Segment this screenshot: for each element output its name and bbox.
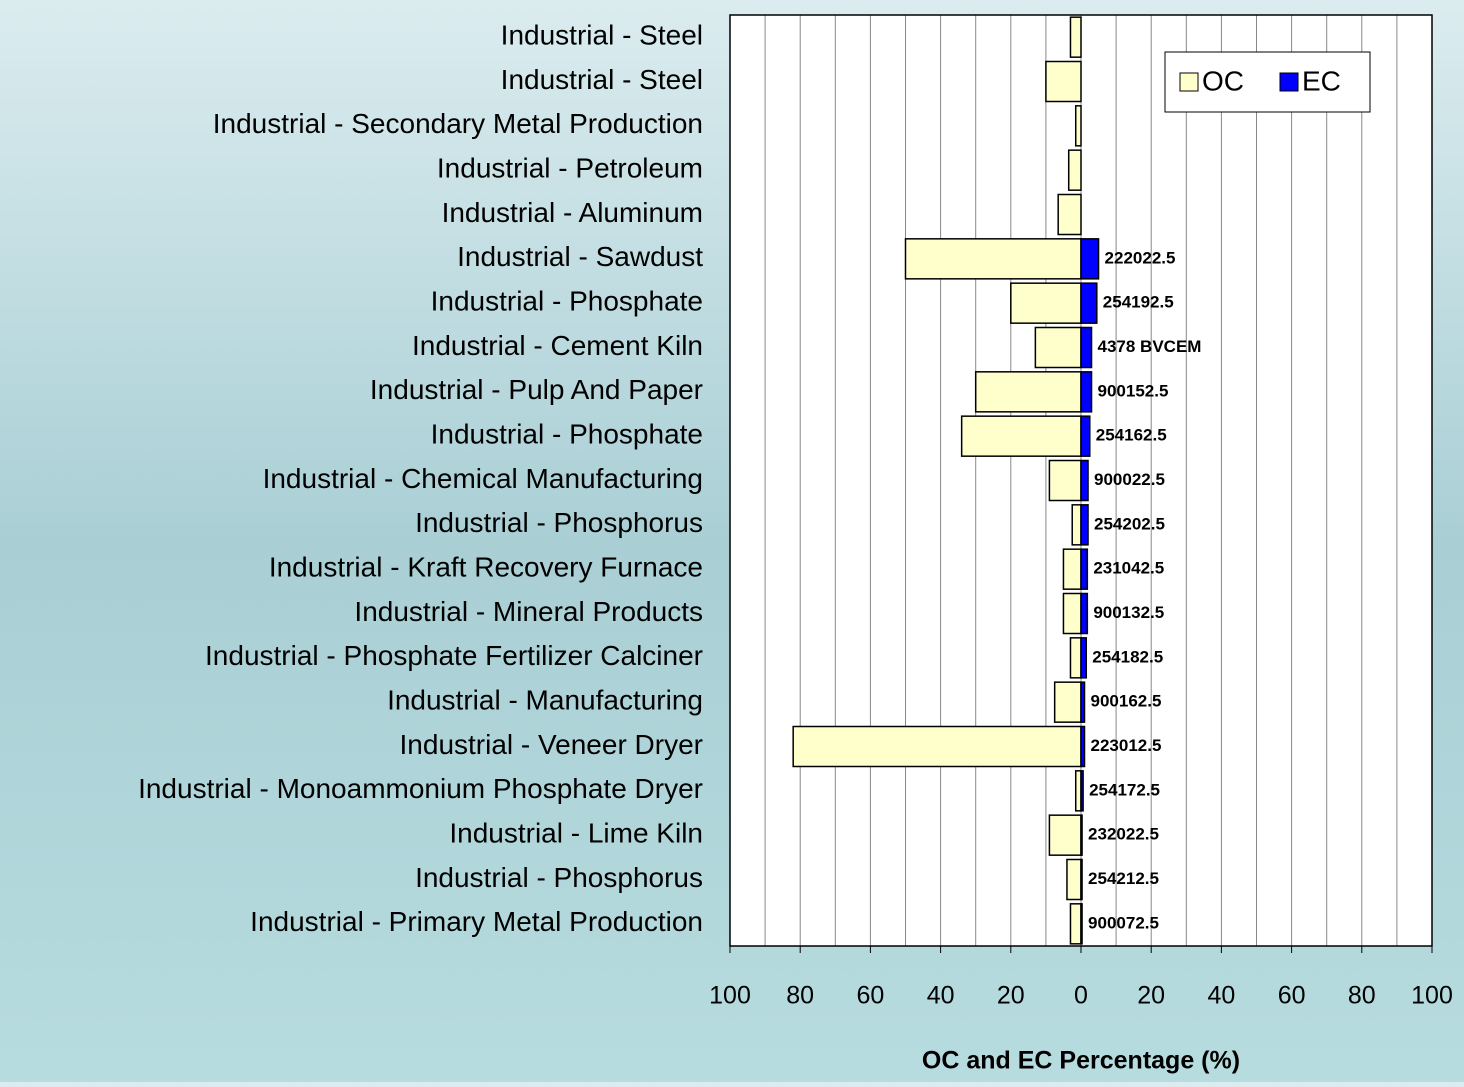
bar [1034,326,1082,369]
bar [1080,681,1086,723]
y-tick-label: Industrial - Kraft Recovery Furnace [269,552,703,583]
bar-annotation: 900152.5 [1098,381,1169,400]
bar [1080,282,1098,324]
bar-annotation: 254162.5 [1096,426,1167,445]
y-tick-label: Industrial - Primary Metal Production [250,906,703,937]
bar [1080,238,1100,280]
bar [1080,770,1084,812]
bar [1080,858,1083,901]
bar [1062,548,1082,590]
y-tick-label: Industrial - Monoammonium Phosphate Drye… [138,773,703,804]
bar [1074,105,1082,147]
bar-annotation: 223012.5 [1091,736,1162,755]
bar [1048,814,1082,856]
y-tick-label: Industrial - Veneer Dryer [400,729,703,760]
y-tick-label: Industrial - Petroleum [437,153,703,184]
x-tick-label: 80 [786,982,814,1010]
y-tick-label: Industrial - Secondary Metal Production [213,108,703,139]
bar [960,415,1082,457]
bar [1080,459,1089,502]
x-tick-label: 100 [709,982,751,1010]
bar-annotation: 900022.5 [1094,470,1165,489]
bar [1057,193,1082,236]
y-tick-label: Industrial - Phosphorus [415,862,703,893]
y-tick-label: Industrial - Sawdust [457,241,703,272]
bar [1080,637,1088,679]
bar-annotation: 254202.5 [1094,514,1165,533]
bar-annotation: 254182.5 [1092,647,1163,666]
bar [792,725,1082,768]
bar [1080,903,1083,945]
x-tick-label: 20 [997,982,1025,1010]
x-tick-label: 100 [1411,982,1453,1010]
bar [904,238,1082,280]
bar [1080,814,1083,856]
bar [1045,60,1082,103]
bar [1069,16,1082,58]
bar-annotation: 900162.5 [1091,692,1162,711]
bar [1080,371,1093,413]
y-tick-label: Industrial - Lime Kiln [449,818,703,849]
y-tick-label: Industrial - Phosphate [431,286,703,317]
bar-annotation: 900072.5 [1088,913,1159,932]
bar [1053,681,1082,723]
y-tick-label: Industrial - Aluminum [442,197,703,228]
bar-annotation: 4378 BVCEM [1098,337,1202,356]
plot-frame [729,14,1433,947]
bar-annotation: 231042.5 [1093,559,1164,578]
x-tick-label: 60 [856,982,884,1010]
bar-annotation: 222022.5 [1105,248,1176,267]
bar [1069,903,1082,945]
x-tick-label: 80 [1348,982,1376,1010]
bar [1080,592,1089,635]
bar [1080,504,1089,546]
bar-annotation: 232022.5 [1088,825,1159,844]
legend-label: OC [1202,65,1244,96]
bar [974,371,1082,413]
y-tick-label: Industrial - Cement Kiln [412,330,703,361]
bar [1066,858,1082,901]
y-tick-label: Industrial - Manufacturing [387,685,703,716]
y-tick-label: Industrial - Chemical Manufacturing [263,463,703,494]
x-tick-label: 0 [1074,982,1088,1010]
bar [1062,592,1082,635]
x-axis-label: OC and EC Percentage (%) [922,1047,1240,1075]
bar [1080,415,1091,457]
bar [1010,282,1082,324]
legend-box [1164,51,1371,113]
bar-annotation: 254172.5 [1089,780,1160,799]
legend-label: EC [1302,65,1341,96]
bar-annotation: 254192.5 [1103,293,1174,312]
bar [1080,725,1086,768]
bar-annotation: 254212.5 [1088,869,1159,888]
y-tick-label: Industrial - Mineral Products [354,596,703,627]
y-tick-label: Industrial - Phosphate Fertilizer Calcin… [205,640,703,671]
x-tick-label: 40 [1207,982,1235,1010]
bar [1067,149,1082,191]
bar [1074,770,1082,812]
legend-swatch [1179,72,1199,92]
y-tick-label: Industrial - Pulp And Paper [370,374,703,405]
bar-annotation: 900132.5 [1093,603,1164,622]
bar [1071,504,1082,546]
x-tick-label: 60 [1278,982,1306,1010]
y-tick-label: Industrial - Steel [501,20,703,51]
bar [1080,326,1093,369]
x-tick-label: 40 [927,982,955,1010]
y-tick-label: Industrial - Phosphate [431,419,703,450]
bar [1080,548,1089,590]
y-tick-label: Industrial - Steel [501,64,703,95]
bars [792,16,1100,945]
x-tick-label: 20 [1137,982,1165,1010]
y-tick-label: Industrial - Phosphorus [415,507,703,538]
bar [1048,459,1082,502]
legend-swatch [1279,72,1299,92]
bar [1069,637,1082,679]
